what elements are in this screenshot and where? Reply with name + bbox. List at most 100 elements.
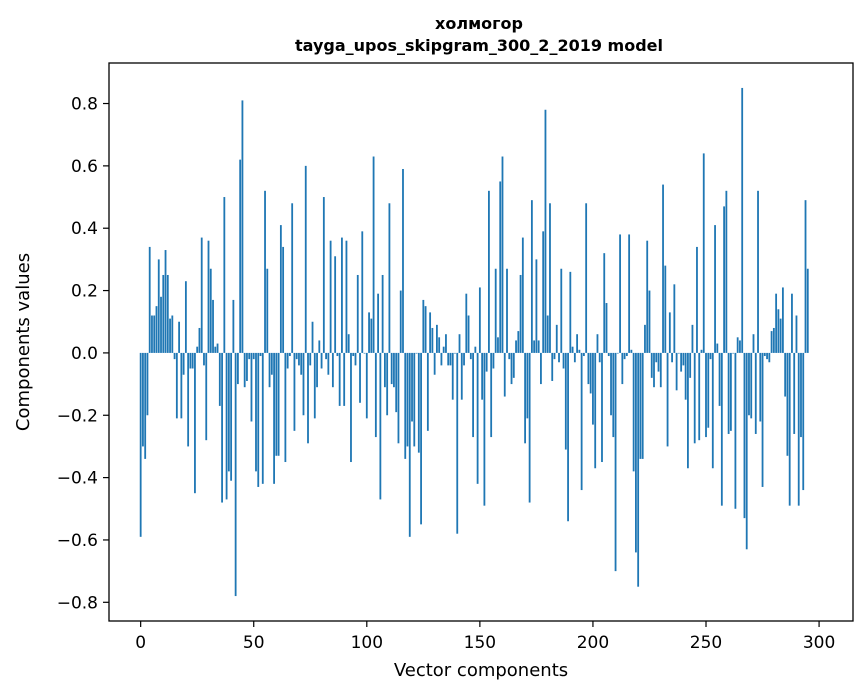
bar (779, 318, 782, 353)
bar (275, 352, 278, 456)
bar (770, 331, 773, 353)
y-tick-label: −0.6 (57, 531, 98, 551)
bar (304, 165, 307, 353)
bar (528, 352, 531, 503)
bar (734, 352, 737, 509)
bar (691, 324, 694, 353)
bar (354, 352, 357, 366)
bar (687, 352, 689, 469)
chart-subtitle: tayga_upos_skipgram_300_2_2019 model (295, 36, 663, 55)
bar (786, 352, 789, 456)
bar (700, 349, 703, 353)
bar (696, 246, 698, 353)
bar (542, 231, 545, 353)
bar (517, 331, 520, 353)
bar (759, 352, 762, 422)
bar (151, 315, 153, 353)
bar (336, 352, 339, 357)
bar (212, 299, 214, 353)
bar (793, 352, 796, 434)
bar (257, 352, 260, 487)
bar (374, 352, 377, 438)
bar (246, 352, 248, 381)
bar (298, 352, 300, 366)
bar (750, 352, 753, 419)
bar (329, 240, 332, 353)
bar (325, 352, 327, 360)
bar (200, 237, 203, 353)
bar (616, 352, 619, 354)
bar (766, 352, 768, 360)
bar (729, 352, 732, 431)
bar (519, 274, 522, 353)
bar (592, 352, 594, 425)
x-tick-label: 150 (464, 633, 496, 653)
bar (422, 299, 425, 353)
bar (277, 352, 280, 456)
bar (682, 352, 685, 366)
bar (171, 315, 174, 353)
bar (216, 343, 219, 353)
bar (460, 352, 463, 400)
bar (227, 352, 230, 472)
bar (307, 352, 309, 444)
bar (157, 259, 160, 353)
bar (589, 352, 592, 394)
bar (623, 352, 626, 360)
x-axis-label: Vector components (394, 660, 568, 681)
bar (562, 352, 565, 369)
bar (499, 181, 502, 353)
bar (184, 281, 187, 353)
y-axis-label: Components values (13, 253, 34, 431)
bar (748, 352, 750, 416)
bar (372, 156, 375, 353)
bar (338, 352, 341, 406)
bar (739, 340, 741, 353)
bar (544, 109, 547, 353)
bar (741, 87, 744, 353)
bar (530, 200, 533, 353)
bar (594, 352, 597, 469)
bar (311, 321, 314, 353)
bar (139, 352, 142, 537)
bar (564, 352, 567, 450)
bar (718, 352, 721, 406)
bar (476, 352, 479, 484)
bar (485, 352, 488, 372)
plot-frame (108, 62, 854, 622)
bar (707, 352, 710, 428)
bar (745, 352, 748, 550)
bar (345, 240, 348, 353)
bar (655, 352, 658, 363)
bar (144, 352, 147, 459)
bar (777, 309, 780, 353)
bar (483, 352, 486, 506)
bar (578, 349, 581, 353)
bar (573, 352, 576, 363)
bar (279, 225, 282, 353)
bar (754, 352, 757, 434)
bar (408, 352, 411, 537)
bar (327, 352, 330, 375)
bar (203, 352, 205, 366)
bar (191, 352, 194, 369)
bar (426, 352, 429, 431)
bar (768, 352, 771, 363)
bar (261, 352, 264, 484)
bar (775, 293, 778, 353)
bar (413, 352, 416, 447)
bar (153, 315, 156, 353)
bar (225, 352, 228, 500)
bar (684, 352, 687, 400)
bar (569, 271, 572, 353)
bar (218, 352, 221, 406)
bar (393, 352, 395, 388)
bar (237, 352, 239, 385)
bar (664, 265, 667, 353)
bar (438, 337, 441, 353)
y-tick-label: 0.8 (71, 95, 98, 115)
bar (293, 352, 296, 431)
bar (417, 352, 420, 453)
bar (714, 225, 716, 353)
bar (551, 352, 554, 381)
